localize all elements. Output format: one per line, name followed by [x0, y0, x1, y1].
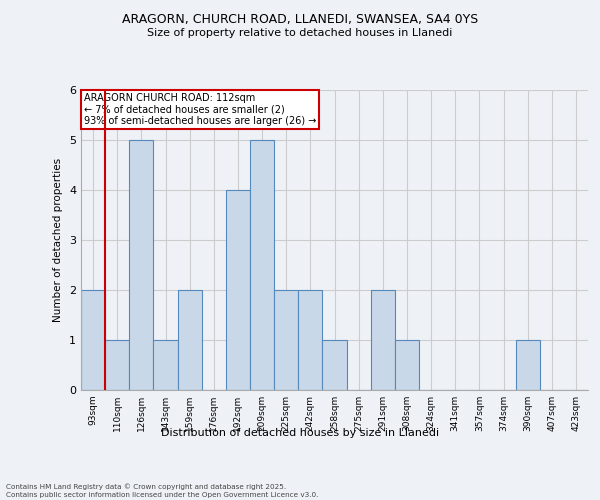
- Bar: [178, 290, 202, 390]
- Bar: [250, 140, 274, 390]
- Bar: [371, 290, 395, 390]
- Bar: [154, 340, 178, 390]
- Bar: [81, 290, 105, 390]
- Bar: [298, 290, 322, 390]
- Bar: [515, 340, 540, 390]
- Bar: [322, 340, 347, 390]
- Text: Size of property relative to detached houses in Llanedi: Size of property relative to detached ho…: [148, 28, 452, 38]
- Bar: [129, 140, 154, 390]
- Bar: [395, 340, 419, 390]
- Bar: [274, 290, 298, 390]
- Text: ARAGORN CHURCH ROAD: 112sqm
← 7% of detached houses are smaller (2)
93% of semi-: ARAGORN CHURCH ROAD: 112sqm ← 7% of deta…: [83, 93, 316, 126]
- Text: Distribution of detached houses by size in Llanedi: Distribution of detached houses by size …: [161, 428, 439, 438]
- Y-axis label: Number of detached properties: Number of detached properties: [53, 158, 64, 322]
- Text: ARAGORN, CHURCH ROAD, LLANEDI, SWANSEA, SA4 0YS: ARAGORN, CHURCH ROAD, LLANEDI, SWANSEA, …: [122, 12, 478, 26]
- Text: Contains HM Land Registry data © Crown copyright and database right 2025.
Contai: Contains HM Land Registry data © Crown c…: [6, 484, 319, 498]
- Bar: [105, 340, 129, 390]
- Bar: [226, 190, 250, 390]
